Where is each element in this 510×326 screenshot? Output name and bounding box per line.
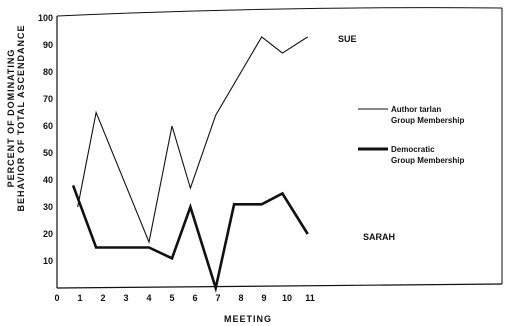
- series-line-sarah: [71, 184, 309, 294]
- top-border-line: [56, 7, 503, 17]
- y-tick-label: 10: [43, 256, 53, 266]
- y-tick-label: 60: [43, 121, 53, 131]
- series-line-sue: [77, 36, 308, 245]
- y-tick-label: 70: [43, 94, 53, 104]
- x-tick-label: 10: [282, 293, 292, 303]
- legend-label-authoritarian-line-1: Author tarlan: [391, 105, 441, 114]
- y-tick-label: 30: [43, 202, 53, 212]
- y-axis-label: PERCENT OF DOMINATING BEHAVIOR OF TOTAL …: [6, 24, 26, 211]
- x-tick-label: 0: [54, 293, 59, 303]
- y-tick-label: 50: [43, 148, 53, 158]
- y-axis-label-line-1: PERCENT OF DOMINATING: [6, 49, 16, 188]
- axes: [56, 7, 503, 289]
- x-tick-label: 6: [192, 293, 197, 303]
- y-tick-label: 20: [43, 229, 53, 239]
- series-layer: [71, 36, 309, 294]
- x-tick-label: 7: [215, 293, 220, 303]
- x-tick-label: 9: [261, 293, 266, 303]
- y-axis-label-line-2: BEHAVIOR OF TOTAL ASCENDANCE: [16, 24, 26, 211]
- x-tick-label: 2: [100, 293, 105, 303]
- annotation-sue: SUE: [338, 34, 357, 44]
- y-tick-label: 90: [43, 40, 53, 50]
- x-tick-label: 3: [123, 293, 128, 303]
- legend-label-democratic-line-1: Democratic: [391, 145, 435, 154]
- legend: Author tarlan Group Membership Democrati…: [358, 105, 464, 165]
- y-tick-label: 100: [38, 13, 53, 23]
- x-axis-line: [56, 283, 503, 289]
- y-tick-label: 80: [43, 67, 53, 77]
- x-tick-label: 4: [146, 293, 151, 303]
- tick-labels: 0 1 2 3 4 5 6 7 8 9 10 11 10 20 30 40 50 60 70 80 90 100: [38, 13, 315, 303]
- x-tick-label: 11: [305, 293, 315, 303]
- annotation-sarah: SARAH: [363, 232, 395, 242]
- legend-label-authoritarian-line-2: Group Membership: [391, 116, 464, 125]
- x-tick-label: 5: [169, 293, 174, 303]
- x-tick-label: 1: [77, 293, 82, 303]
- y-tick-label: 40: [43, 175, 53, 185]
- legend-label-democratic-line-2: Group Membership: [391, 156, 464, 165]
- x-tick-label: 8: [238, 293, 243, 303]
- x-axis-label: MEETING: [224, 314, 272, 324]
